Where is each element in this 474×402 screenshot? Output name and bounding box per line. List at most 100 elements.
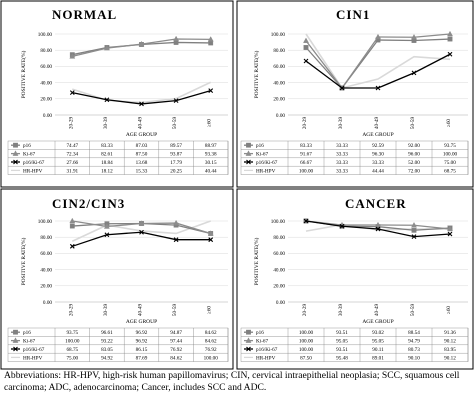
data-table-cell: 88.54 <box>408 330 420 336</box>
x-tick-label: 30-39 <box>103 117 109 130</box>
chart-title: CIN2/CIN3 <box>52 196 125 211</box>
legend-swatch-marker <box>13 329 18 335</box>
data-point <box>411 222 417 228</box>
x-tick-label: 30-39 <box>338 304 344 317</box>
y-tick-label: 20.00 <box>40 284 52 290</box>
data-table-cell: 31.91 <box>66 168 78 174</box>
data-table-cell: 90.11 <box>372 347 384 353</box>
data-table-cell: 90.12 <box>444 355 456 361</box>
data-point <box>69 243 75 249</box>
x-tick-label: 40-49 <box>138 117 144 130</box>
data-table-cell: 84.62 <box>170 355 182 361</box>
data-table-cell: 90.10 <box>408 355 420 361</box>
figure-caption: Abbreviations: HR-HPV, high-risk human p… <box>4 370 472 394</box>
y-tick-label: 60.00 <box>273 251 285 257</box>
y-axis-label: POSITIVE RATE(%) <box>20 50 27 98</box>
x-tick-label: 30-39 <box>338 117 344 130</box>
data-point <box>173 237 179 243</box>
data-table-cell: 76.92 <box>170 347 182 353</box>
legend-label: p16/Ki-67 <box>256 347 278 353</box>
y-axis-label: POSITIVE RATE(%) <box>253 50 260 98</box>
data-table-cell: 93.51 <box>336 330 348 336</box>
data-point <box>303 58 309 64</box>
data-table-cell: 84.62 <box>205 339 217 345</box>
data-table-cell: 17.79 <box>170 160 182 166</box>
data-table-cell: 27.66 <box>66 160 78 166</box>
data-point <box>339 223 345 229</box>
data-table-cell: 84.62 <box>205 330 217 336</box>
data-table-cell: 83.33 <box>300 143 312 149</box>
data-point <box>208 88 214 93</box>
data-table-cell: 72.00 <box>408 168 420 174</box>
y-tick-label: 80.00 <box>40 235 52 241</box>
data-point <box>375 85 381 91</box>
data-table-cell: 100.00 <box>299 330 314 336</box>
data-table-cell: 75.00 <box>66 355 78 361</box>
data-table-cell: 66.67 <box>300 160 312 166</box>
y-tick-label: 20.00 <box>40 97 52 103</box>
y-tick-label: 0.00 <box>43 300 52 306</box>
data-point <box>411 70 417 76</box>
data-point <box>447 231 453 237</box>
data-table-cell: 74.47 <box>66 143 78 149</box>
data-table-cell: 80.73 <box>408 347 420 353</box>
x-tick-label: 20-29 <box>302 304 308 317</box>
series-line-p16 <box>305 38 451 90</box>
data-table-cell: 76.92 <box>205 347 217 353</box>
data-table-cell: 93.22 <box>101 339 113 345</box>
data-table-cell: 96.61 <box>101 330 113 336</box>
data-table-cell: 87.50 <box>136 152 148 158</box>
data-point <box>411 234 417 239</box>
legend-label: p16 <box>256 330 264 336</box>
x-tick-label: 50-59 <box>172 304 178 317</box>
legend-label: p16 <box>23 143 31 149</box>
data-point <box>173 35 180 42</box>
data-table-cell: 33.33 <box>336 160 348 166</box>
data-table-cell: 100.00 <box>443 152 458 158</box>
legend-label: p16/Ki-67 <box>23 347 45 353</box>
data-table-cell: 87.50 <box>300 355 312 361</box>
data-table-cell: 90.12 <box>444 339 456 345</box>
x-tick-label: 50-59 <box>410 304 416 317</box>
data-table-cell: 97.44 <box>170 339 182 345</box>
data-table-cell: 33.33 <box>372 160 384 166</box>
data-table-cell: 95.05 <box>336 339 348 345</box>
y-tick-label: 40.00 <box>273 267 285 273</box>
chart-panel-4: CANCER 0.00 20.00 40.00 60.00 80.00 100.00 POSI… <box>236 188 474 370</box>
legend-label: HR-HPV <box>23 355 43 361</box>
data-table-cell: 96.00 <box>408 152 420 158</box>
data-point <box>69 217 76 224</box>
data-point <box>447 225 453 232</box>
x-tick-label: 50-59 <box>410 117 416 130</box>
data-point <box>69 223 75 229</box>
chart-panel-3: CIN2/CIN3 0.00 20.00 40.00 60.00 80.00 100.00 P… <box>0 188 234 370</box>
y-tick-label: 60.00 <box>40 251 52 257</box>
series-line-hr-hpv <box>71 220 211 242</box>
legend-swatch-marker <box>245 337 252 343</box>
data-point <box>69 90 75 95</box>
x-tick-label: ≥60 <box>207 306 213 314</box>
data-table-cell: 100.00 <box>65 339 80 345</box>
data-table-cell: 33.33 <box>336 143 348 149</box>
data-point <box>207 230 214 236</box>
data-table-cell: 92.00 <box>408 143 420 149</box>
data-table-cell: 86.15 <box>136 347 148 353</box>
data-point <box>447 36 453 42</box>
y-tick-label: 40.00 <box>273 80 285 86</box>
y-tick-label: 100.00 <box>38 32 53 38</box>
x-tick-label: 30-39 <box>103 304 109 317</box>
legend-label: HR-HPV <box>256 168 276 174</box>
data-point <box>303 37 309 43</box>
data-table-cell: 100.00 <box>299 347 314 353</box>
panel-frame <box>236 188 474 370</box>
x-tick-label: 20-29 <box>68 304 74 317</box>
x-tick-label: 50-59 <box>172 117 178 130</box>
data-table-cell: 96.92 <box>136 330 148 336</box>
data-table-cell: 89.57 <box>170 143 182 149</box>
data-table-cell: 87.03 <box>136 143 148 149</box>
x-tick-label: ≥60 <box>207 119 213 127</box>
legend-swatch-marker <box>246 142 251 148</box>
data-table-cell: 100.00 <box>299 168 314 174</box>
y-tick-label: 100.00 <box>271 32 286 38</box>
series-line-p16-ki-67 <box>72 231 211 247</box>
